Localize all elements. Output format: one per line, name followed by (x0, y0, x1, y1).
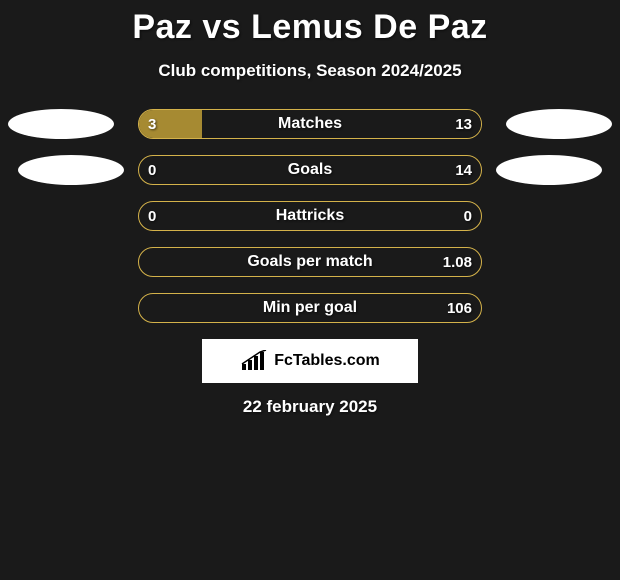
stat-row: Min per goal106 (0, 293, 620, 323)
stat-label: Goals (139, 156, 481, 184)
brand-box[interactable]: FcTables.com (202, 339, 418, 383)
stat-row: Goals0 14 (0, 155, 620, 185)
brand-text: FcTables.com (274, 352, 380, 370)
stat-label: Min per goal (139, 294, 481, 322)
stat-row: Hattricks0 0 (0, 201, 620, 231)
stat-label: Goals per match (139, 248, 481, 276)
stat-row: Goals per match1.08 (0, 247, 620, 277)
stat-value-left: 3 (148, 109, 156, 139)
bar-right-fill (202, 110, 482, 138)
stat-row: Matches3 13 (0, 109, 620, 139)
bar-track: Min per goal (138, 293, 482, 323)
stat-value-left: 0 (148, 201, 156, 231)
bar-track: Goals per match (138, 247, 482, 277)
stat-value-right: 106 (447, 293, 472, 323)
stats-area: Matches313Goals014Hattricks00Goals per m… (0, 109, 620, 323)
date-text: 22 february 2025 (0, 397, 620, 417)
page-subtitle: Club competitions, Season 2024/2025 (0, 61, 620, 81)
stat-value-right: 0 (464, 201, 472, 231)
bar-track: Hattricks (138, 201, 482, 231)
bar-chart-icon (240, 350, 268, 372)
stat-value-right: 13 (455, 109, 472, 139)
stat-value-right: 14 (455, 155, 472, 185)
stat-value-left: 0 (148, 155, 156, 185)
page-title: Paz vs Lemus De Paz (0, 0, 620, 47)
stat-label: Hattricks (139, 202, 481, 230)
bar-track: Goals (138, 155, 482, 185)
bar-track: Matches (138, 109, 482, 139)
stat-value-right: 1.08 (443, 247, 472, 277)
